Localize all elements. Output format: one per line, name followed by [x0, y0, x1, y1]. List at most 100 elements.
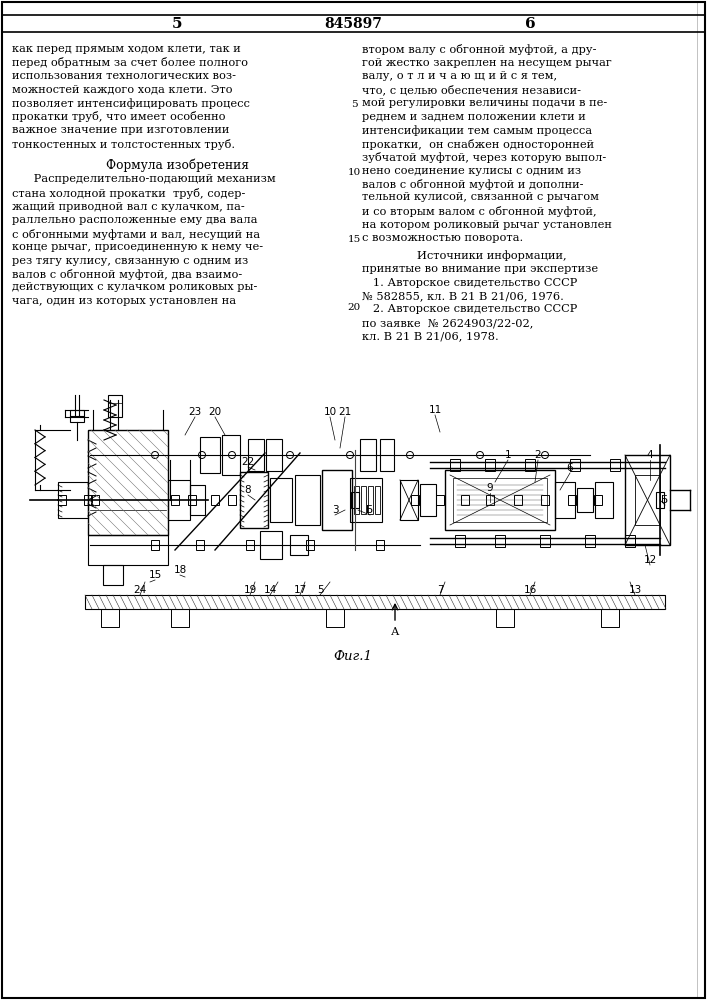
Bar [151, 540, 159, 550]
Text: раллельно расположенные ему два вала: раллельно расположенные ему два вала [12, 215, 257, 225]
Bar [88, 430, 168, 535]
Bar [354, 486, 359, 514]
Text: Б: Б [366, 505, 373, 515]
Text: с обгонными муфтами и вал, несущий на: с обгонными муфтами и вал, несущий на [12, 229, 260, 239]
Bar [455, 535, 465, 547]
Text: прокатки,  он снабжен односторонней: прокатки, он снабжен односторонней [362, 138, 594, 149]
Text: 23: 23 [188, 407, 201, 417]
Bar [103, 565, 123, 585]
Text: 5: 5 [351, 100, 357, 109]
Text: чага, один из которых установлен на: чага, один из которых установлен на [12, 296, 236, 306]
Bar [351, 492, 359, 508]
Text: 3: 3 [332, 505, 339, 515]
Text: 24: 24 [134, 585, 146, 595]
Text: с возможностью поворота.: с возможностью поворота. [362, 233, 523, 243]
Text: тельной кулисой, связанной с рычагом: тельной кулисой, связанной с рычагом [362, 192, 599, 202]
Text: Источники информации,: Источники информации, [417, 250, 566, 261]
Text: 20: 20 [347, 303, 361, 312]
Bar [450, 459, 460, 471]
Text: 6: 6 [567, 463, 573, 473]
Bar [222, 435, 240, 475]
Bar [514, 495, 522, 505]
Bar [260, 531, 282, 559]
Bar [485, 459, 495, 471]
Bar [58, 482, 88, 518]
Bar [188, 495, 196, 505]
Text: 14: 14 [264, 585, 276, 595]
Bar [168, 480, 190, 520]
Text: 13: 13 [629, 585, 642, 595]
Bar [594, 495, 602, 505]
Bar [85, 595, 665, 609]
Bar [108, 395, 122, 417]
Bar [360, 439, 376, 471]
Text: 10: 10 [323, 407, 337, 417]
Bar [376, 540, 384, 550]
Text: 15: 15 [148, 570, 162, 580]
Text: валов с обгонной муфтой, два взаимо-: валов с обгонной муфтой, два взаимо- [12, 269, 243, 280]
Text: 1: 1 [505, 450, 511, 460]
Bar [555, 482, 575, 518]
Text: 7: 7 [437, 585, 443, 595]
Bar [625, 535, 635, 547]
Bar [368, 486, 373, 514]
Bar [610, 459, 620, 471]
Text: стана холодной прокатки  труб, содер-: стана холодной прокатки труб, содер- [12, 188, 245, 199]
Text: гой жестко закреплен на несущем рычаг: гой жестко закреплен на несущем рычаг [362, 57, 612, 68]
Bar [453, 478, 547, 522]
Bar [295, 475, 320, 525]
Text: зубчатой муфтой, через которую выпол-: зубчатой муфтой, через которую выпол- [362, 152, 606, 163]
Bar [91, 495, 99, 505]
Bar [380, 439, 394, 471]
Text: 16: 16 [523, 585, 537, 595]
Text: на котором роликовый рычаг установлен: на котором роликовый рычаг установлен [362, 220, 612, 230]
Text: прокатки труб, что имеет особенно: прокатки труб, что имеет особенно [12, 111, 226, 122]
Bar [200, 437, 220, 473]
Bar [495, 535, 505, 547]
Text: 5: 5 [317, 585, 323, 595]
Text: 5: 5 [172, 17, 182, 31]
Text: принятые во внимание при экспертизе: принятые во внимание при экспертизе [362, 264, 598, 274]
Text: можностей каждого хода клети. Это: можностей каждого хода клети. Это [12, 85, 233, 95]
Text: 17: 17 [293, 585, 307, 595]
Bar [411, 495, 419, 505]
Text: 4: 4 [647, 450, 653, 460]
Text: 19: 19 [243, 585, 257, 595]
Bar [445, 470, 555, 530]
Bar [361, 486, 366, 514]
Text: как перед прямым ходом клети, так и: как перед прямым ходом клети, так и [12, 44, 241, 54]
Bar [461, 495, 469, 505]
Bar [585, 535, 595, 547]
Bar [211, 495, 219, 505]
Text: 11: 11 [428, 405, 442, 415]
Text: реднем и заднем положении клети и: реднем и заднем положении клети и [362, 111, 586, 121]
Bar [88, 535, 168, 565]
Text: Формула изобретения: Формула изобретения [107, 158, 250, 172]
Bar [525, 459, 535, 471]
Text: 6: 6 [525, 17, 535, 31]
Text: мой регулировки величины подачи в пе-: мой регулировки величины подачи в пе- [362, 98, 607, 108]
Bar [496, 609, 514, 627]
Text: 845897: 845897 [324, 17, 382, 31]
Text: валу, о т л и ч а ю щ и й с я тем,: валу, о т л и ч а ю щ и й с я тем, [362, 71, 557, 81]
Text: 12: 12 [643, 555, 657, 565]
Text: кл. В 21 В 21/06, 1978.: кл. В 21 В 21/06, 1978. [362, 332, 498, 342]
Text: действующих с кулачком роликовых ры-: действующих с кулачком роликовых ры- [12, 282, 257, 292]
Bar [196, 540, 204, 550]
Text: А: А [391, 627, 399, 637]
Text: Распределительно-подающий механизм: Распределительно-подающий механизм [12, 174, 276, 184]
Bar [240, 472, 268, 528]
Bar [84, 495, 92, 505]
Text: жащий приводной вал с кулачком, па-: жащий приводной вал с кулачком, па- [12, 202, 245, 212]
Bar [577, 488, 593, 512]
Bar [486, 495, 494, 505]
Bar [595, 482, 613, 518]
Bar [246, 540, 254, 550]
Text: 22: 22 [241, 457, 255, 467]
Bar [228, 495, 236, 505]
Bar [326, 609, 344, 627]
Bar [400, 480, 418, 520]
Bar [190, 485, 205, 515]
Text: валов с обгонной муфтой и дополни-: валов с обгонной муфтой и дополни- [362, 179, 583, 190]
Text: 2: 2 [534, 450, 542, 460]
